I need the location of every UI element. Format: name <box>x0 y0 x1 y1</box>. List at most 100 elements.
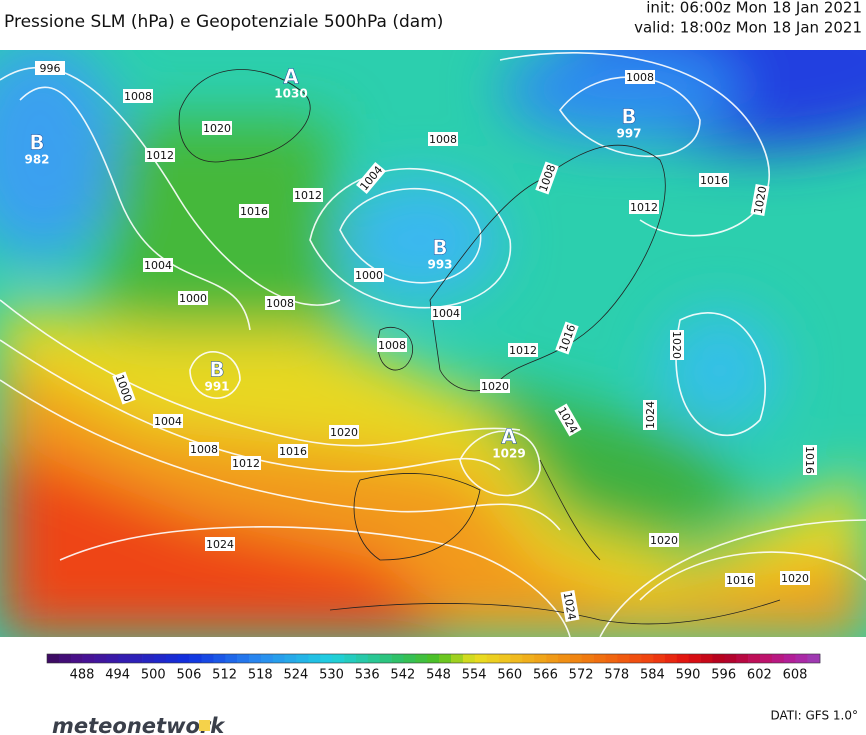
isobar-label: 1016 <box>725 573 755 587</box>
isobar-label: 1024 <box>205 537 235 551</box>
isobar-label-box <box>123 89 153 103</box>
isobar-label-box <box>178 291 208 305</box>
colorbar-segment <box>153 654 167 663</box>
colorbar-segment <box>189 654 202 663</box>
isobar-label: 1000 <box>354 268 384 282</box>
colorbar-tick-label: 608 <box>783 668 808 683</box>
isobar-label-text: 1016 <box>726 574 754 587</box>
pressure-center-symbol: A <box>501 425 517 449</box>
colorbar-segment <box>284 654 297 663</box>
isobar-label: 1012 <box>629 200 659 214</box>
isobar-label: 1012 <box>145 148 175 162</box>
isobar-label: 1016 <box>278 444 308 458</box>
data-source: DATI: GFS 1.0° <box>770 709 858 723</box>
colorbar-segment <box>546 654 559 663</box>
isobar-label-text: 1020 <box>330 426 358 439</box>
logo: meteonetwork <box>52 714 226 735</box>
colorbar-segment <box>664 654 678 663</box>
isobar-label: 1008 <box>123 89 153 103</box>
colorbar-tick-label: 602 <box>747 668 772 683</box>
colorbar-segment <box>82 654 95 663</box>
isobar-label-text: 1012 <box>630 201 658 214</box>
isobar-label: 1020 <box>649 533 679 547</box>
colorbar-tick-label: 512 <box>212 668 237 683</box>
colorbar-tick-label: 542 <box>390 668 415 683</box>
isobar-label: 996 <box>35 61 65 75</box>
colorbar-tick-label: 548 <box>426 668 451 683</box>
colorbar-segment <box>415 654 428 663</box>
isobar-label: 1008 <box>265 296 295 310</box>
isobar-label-box <box>780 571 810 585</box>
isobar-label-text: 1000 <box>355 269 383 282</box>
isobar-label-text: 1016 <box>803 446 816 474</box>
colorbar-segment <box>165 654 179 663</box>
isobar-label: 1016 <box>239 204 269 218</box>
isobar-label-text: 1008 <box>190 443 218 456</box>
isobar-label-text: 1012 <box>232 457 260 470</box>
isobar-label-text: 1012 <box>146 149 174 162</box>
isobar-label: 1020 <box>670 330 684 360</box>
isobar-label-box <box>649 533 679 547</box>
colorbar-tick-label: 506 <box>177 668 202 683</box>
isobar-label-box <box>189 442 219 456</box>
pressure-center-value: 991 <box>204 380 229 394</box>
pressure-center-value: 1030 <box>274 87 307 101</box>
isobar-label: 1024 <box>643 400 657 430</box>
colorbar-tick-label: 494 <box>105 668 130 683</box>
isobar-label-box <box>112 371 136 405</box>
pressure-center-symbol: B <box>621 105 636 129</box>
isobar-label-text: 1016 <box>240 205 268 218</box>
colorbar-segment <box>296 654 309 663</box>
colorbar-tick-label: 590 <box>676 668 701 683</box>
isobar-label: 1016 <box>699 173 729 187</box>
colorbar-segment <box>486 654 499 663</box>
isobar-label-text: 1024 <box>206 538 234 551</box>
pressure-center-symbol: B <box>432 236 447 260</box>
isobar-label-box <box>265 296 295 310</box>
colorbar-tick-label: 560 <box>497 668 522 683</box>
isobar-label: 1008 <box>377 338 407 352</box>
colorbar-segment <box>593 654 606 663</box>
isobar-label-text: 1004 <box>154 415 182 428</box>
colorbar-segment <box>617 654 630 663</box>
colorbar-segment <box>130 654 143 663</box>
isobar-label-text: 996 <box>40 62 61 75</box>
colorbar-tick-label: 578 <box>604 668 629 683</box>
colorbar-segment <box>522 654 535 663</box>
colorbar-segment <box>736 654 749 663</box>
colorbar-tick-label: 536 <box>355 668 380 683</box>
colorbar-segment <box>569 654 583 663</box>
isobar-label-text: 1016 <box>700 174 728 187</box>
colorbar-tick-label: 530 <box>319 668 344 683</box>
isobar-label-box <box>750 184 770 216</box>
isobar-label-box <box>625 70 655 84</box>
colorbar-segment <box>700 654 713 663</box>
isobar-label-text: 1008 <box>124 90 152 103</box>
isobar-label-box <box>278 444 308 458</box>
colorbar-segment <box>94 654 107 663</box>
colorbar-segment <box>748 654 761 663</box>
colorbar-segment <box>58 654 72 663</box>
colorbar-segment <box>355 654 369 663</box>
isobar-label-text: 1004 <box>144 259 172 272</box>
colorbar-segment <box>795 654 808 663</box>
isobar-label: 1020 <box>202 121 232 135</box>
colorbar-segment <box>213 654 226 663</box>
isobar-label-box <box>231 456 261 470</box>
colorbar-segment <box>641 654 654 663</box>
isobar-label: 1008 <box>625 70 655 84</box>
colorbar-segment <box>807 654 820 663</box>
isobar-label: 1020 <box>780 571 810 585</box>
isobar-label-text: 1020 <box>781 572 809 585</box>
colorbar-segment <box>451 654 464 663</box>
colorbar-segment <box>403 654 416 663</box>
isobar-label-text: 1020 <box>670 331 683 359</box>
isobar-label: 1020 <box>329 425 359 439</box>
isobar-label-box <box>535 161 559 195</box>
pressure-center-value: 993 <box>427 258 452 272</box>
isobar-label: 1004 <box>143 258 173 272</box>
isobar-label-text: 1008 <box>266 297 294 310</box>
isobar-label-text: 1016 <box>279 445 307 458</box>
isobar-label-text: 1024 <box>561 591 579 621</box>
